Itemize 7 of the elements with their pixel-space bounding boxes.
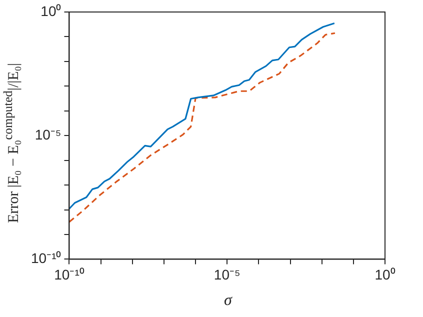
y-tick-label: 10⁻⁵: [34, 126, 62, 142]
y-tick-label: 10⁰: [40, 2, 62, 19]
x-tick-label: 10⁻¹⁰: [54, 266, 84, 282]
x-tick-label: 10⁻⁵: [214, 266, 240, 282]
x-tick-label: 10⁰: [374, 266, 396, 282]
x-axis-title: σ: [224, 292, 232, 310]
y-tick-label: 10⁻¹⁰: [31, 250, 62, 266]
